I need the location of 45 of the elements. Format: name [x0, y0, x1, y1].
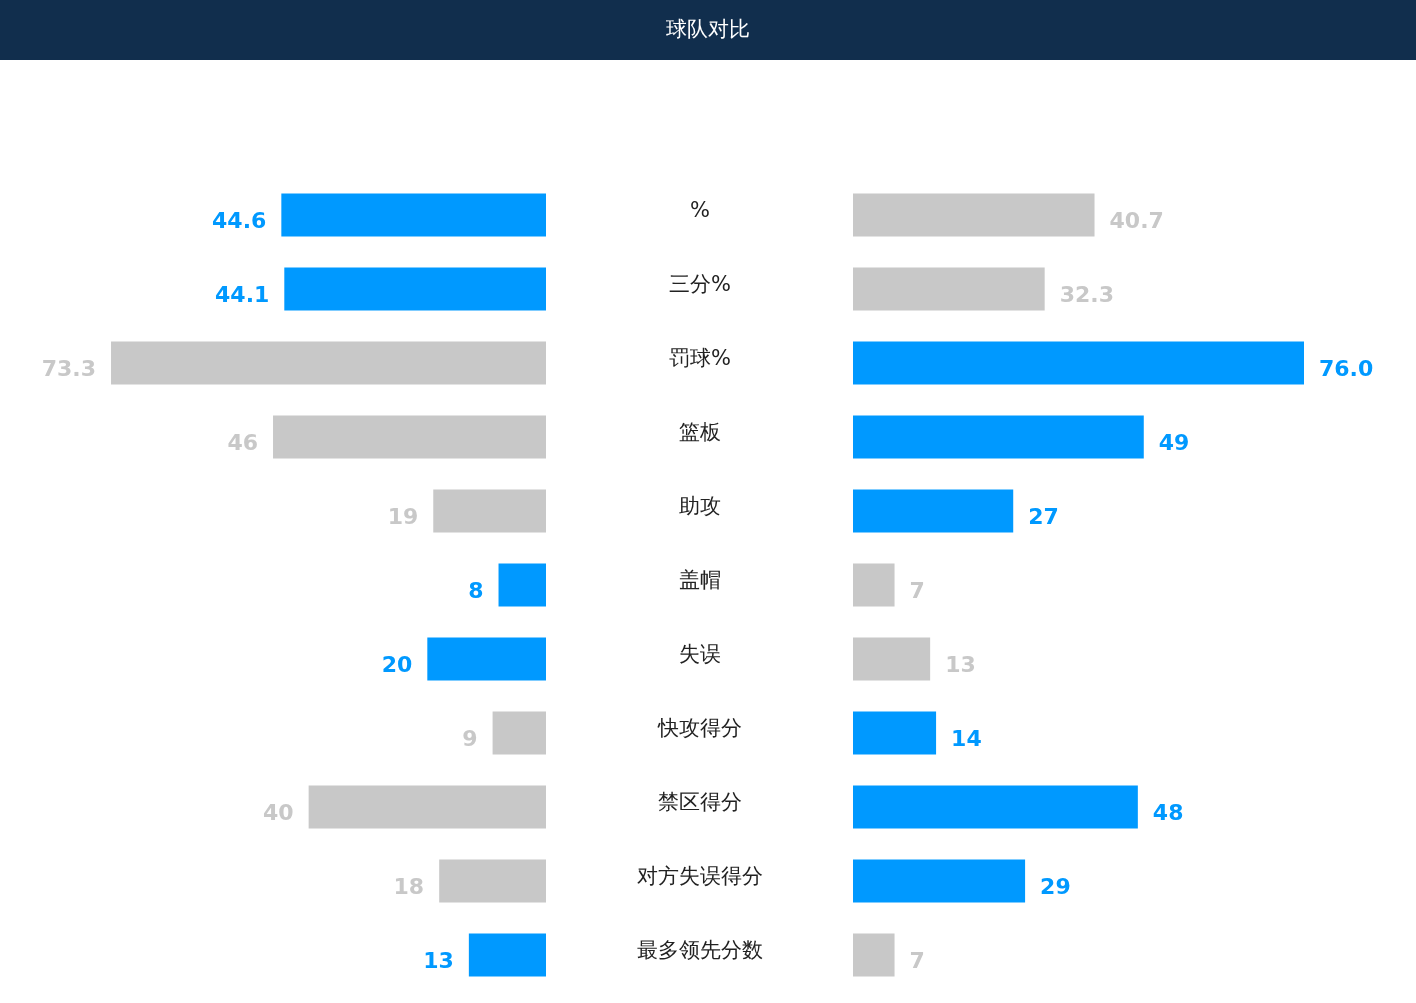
data-label: 8: [468, 578, 484, 603]
bar: [427, 637, 546, 681]
bar: [853, 341, 1304, 385]
bar: [468, 933, 546, 977]
data-label: 27: [1028, 504, 1059, 529]
bar: [433, 489, 546, 533]
y-tick-label: 助攻: [679, 494, 721, 518]
bar: [853, 859, 1026, 903]
data-label: 49: [1158, 430, 1190, 455]
y-tick-label: 快攻得分: [657, 716, 742, 740]
bar: [111, 341, 546, 385]
bar: [281, 193, 546, 237]
bar: [853, 563, 895, 607]
bar: [439, 859, 546, 903]
text: 球队对比: [666, 17, 750, 41]
y-tick-label: 对方失误得分: [637, 864, 763, 888]
data-label: 20: [381, 652, 413, 677]
bar: [853, 489, 1014, 533]
data-label: 14: [951, 726, 982, 751]
bar: [853, 785, 1138, 829]
bar: [853, 711, 937, 755]
y-tick-label: 最多领先分数: [637, 938, 763, 962]
data-label: 13: [423, 948, 454, 973]
bar: [492, 711, 546, 755]
data-label: 29: [1040, 874, 1071, 899]
bar: [853, 933, 895, 977]
data-label: 44.1: [215, 282, 270, 307]
y-tick-label: 盖帽: [679, 568, 721, 592]
bar: [284, 267, 546, 311]
y-tick-label: 罚球%: [669, 346, 731, 370]
bar: [853, 637, 931, 681]
data-label: 48: [1152, 800, 1184, 825]
y-tick-label: 三分%: [669, 272, 731, 296]
bar: [308, 785, 546, 829]
bar: [853, 267, 1045, 311]
bar: [853, 415, 1144, 459]
y-tick-label: %: [690, 198, 710, 222]
bar: [498, 563, 546, 607]
bar: [853, 193, 1095, 237]
y-tick-label: 禁区得分: [658, 790, 742, 814]
y-tick-label: 失误: [679, 642, 721, 666]
y-tick-label: 篮板: [679, 420, 721, 444]
data-label: 76.0: [1319, 356, 1374, 381]
data-label: 44.6: [212, 208, 267, 233]
bar: [273, 415, 546, 459]
